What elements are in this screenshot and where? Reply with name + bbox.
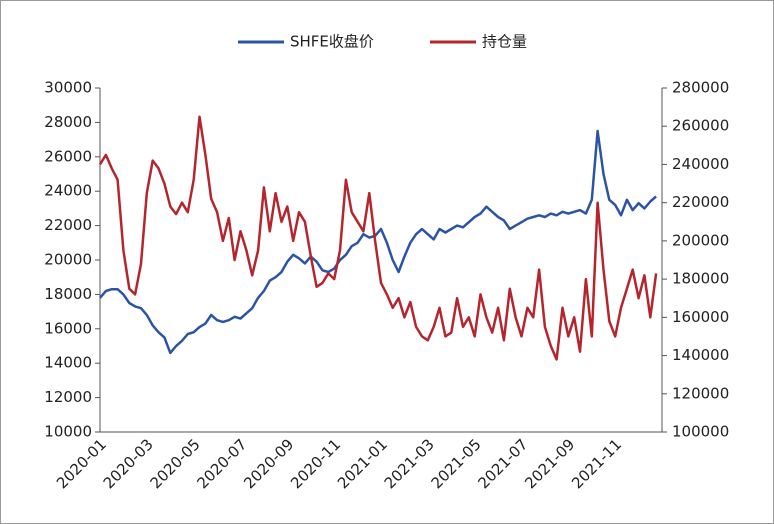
y2-tick-label: 180000	[672, 270, 729, 288]
series-line	[98, 115, 658, 361]
y-tick-label: 12000	[44, 388, 92, 406]
y2-tick-label: 160000	[672, 308, 729, 326]
y2-tick-label: 240000	[672, 155, 729, 173]
x-tick-label: 2021-09	[521, 435, 578, 492]
y-tick-label: 16000	[44, 319, 92, 337]
x-tick-label: 2020-07	[193, 435, 250, 492]
y2-tick-label: 140000	[672, 346, 729, 364]
x-tick-label: 2020-11	[287, 435, 344, 492]
y2-tick-label: 220000	[672, 193, 729, 211]
y-tick-label: 28000	[44, 113, 92, 131]
x-tick-label: 2021-05	[428, 435, 485, 492]
legend-label: SHFE收盘价	[290, 33, 374, 51]
y2-tick-label: 200000	[672, 231, 729, 249]
legend-label: 持仓量	[482, 33, 527, 51]
y-tick-label: 14000	[44, 354, 92, 372]
y2-tick-label: 120000	[672, 384, 729, 402]
y-tick-label: 30000	[44, 79, 92, 97]
y-tick-label: 24000	[44, 182, 92, 200]
x-tick-label: 2020-05	[147, 435, 204, 492]
y2-tick-label: 260000	[672, 117, 729, 135]
x-tick-label: 2021-01	[334, 435, 391, 492]
y2-tick-label: 100000	[672, 423, 729, 441]
y2-tick-label: 280000	[672, 79, 729, 97]
x-tick-label: 2021-03	[381, 435, 438, 492]
series-line	[99, 129, 657, 355]
x-tick-label: 2020-01	[53, 435, 110, 492]
y-tick-label: 10000	[44, 423, 92, 441]
x-tick-label: 2021-11	[568, 435, 625, 492]
y-tick-label: 20000	[44, 251, 92, 269]
x-tick-label: 2020-09	[240, 435, 297, 492]
y-tick-label: 18000	[44, 285, 92, 303]
x-tick-label: 2021-07	[474, 435, 531, 492]
y-tick-label: 22000	[44, 216, 92, 234]
x-tick-label: 2020-03	[100, 435, 157, 492]
y-tick-label: 26000	[44, 147, 92, 165]
